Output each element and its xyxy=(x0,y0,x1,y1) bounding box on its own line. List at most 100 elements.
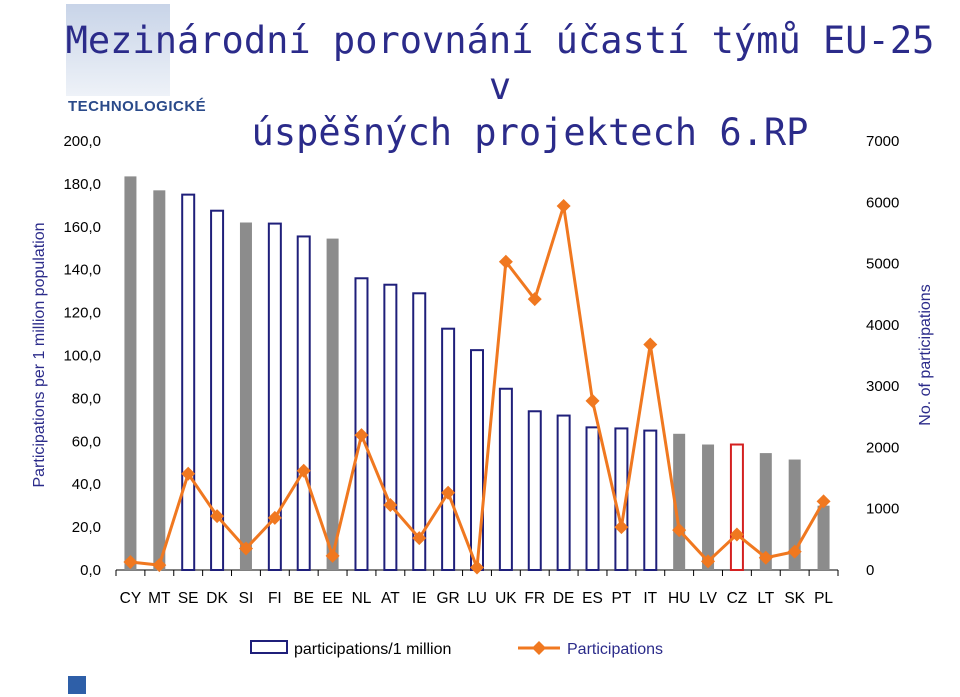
y2-axis-tick-label: 3000 xyxy=(866,378,899,395)
title-line-2: úspěšných projektech 6.RP xyxy=(251,111,809,154)
bar-se xyxy=(181,193,196,571)
y-axis-tick-label: 20,0 xyxy=(72,519,101,536)
y2-axis-tick-label: 7000 xyxy=(866,133,899,150)
marker-be xyxy=(296,463,311,478)
x-tick-label: IE xyxy=(412,590,427,607)
marker-ie xyxy=(412,531,427,546)
bar-dk xyxy=(210,209,225,571)
x-tick-label: DE xyxy=(553,590,575,607)
x-tick-label: LV xyxy=(699,590,717,607)
x-tick-label: LT xyxy=(757,590,774,607)
x-tick-label: DK xyxy=(206,590,228,607)
y2-axis-tick-label: 6000 xyxy=(866,194,899,211)
x-tick-label: SE xyxy=(178,590,199,607)
bar-lt xyxy=(759,453,772,570)
legend-label-line: Participations xyxy=(567,641,663,658)
y2-axis-tick-label: 4000 xyxy=(866,317,899,334)
marker-sk xyxy=(787,544,802,559)
x-tick-label: GR xyxy=(436,590,459,607)
bar-cz xyxy=(729,443,744,571)
x-tick-label: PL xyxy=(814,590,833,607)
x-tick-label: NL xyxy=(352,590,372,607)
bar-sk xyxy=(788,459,801,570)
y-axis-tick-label: 140,0 xyxy=(63,262,101,279)
y-axis-tick-label: 160,0 xyxy=(63,219,101,236)
y-axis-tick-label: 0,0 xyxy=(80,562,101,579)
bar-pl xyxy=(817,505,830,570)
marker-de xyxy=(556,198,571,213)
title-line-1: Mezinárodní porovnání účastí týmů EU-25 … xyxy=(65,19,935,108)
y-axis-tick-label: 100,0 xyxy=(63,348,101,365)
bar-ee xyxy=(326,238,339,570)
logo-text: TECHNOLOGICKÉ xyxy=(68,98,207,115)
bar-ie xyxy=(412,292,427,571)
marker-cy xyxy=(123,555,138,570)
bar-nl xyxy=(354,277,369,571)
y2-axis-tick-label: 2000 xyxy=(866,439,899,456)
legend-label-bars: participations/1 million xyxy=(294,641,451,658)
x-tick-label: IT xyxy=(643,590,657,607)
y-axis-tick-label: 40,0 xyxy=(72,476,101,493)
marker-hu xyxy=(672,523,687,538)
marker-gr xyxy=(441,485,456,500)
marker-cz xyxy=(729,527,744,542)
bar-de xyxy=(556,414,571,571)
marker-pt xyxy=(614,520,629,535)
marker-lu xyxy=(470,560,484,575)
bar-fi xyxy=(267,222,282,572)
y-axis-label: Participations per 1 million population xyxy=(31,222,48,487)
bar-uk xyxy=(498,387,513,571)
y-axis-tick-label: 120,0 xyxy=(63,305,101,322)
marker-uk xyxy=(498,254,513,269)
x-tick-label: PT xyxy=(611,590,631,607)
logo-background xyxy=(66,4,170,96)
bar-mt xyxy=(153,190,166,570)
marker-mt xyxy=(152,558,167,573)
bar-gr xyxy=(441,327,456,571)
corner-decoration xyxy=(68,676,86,694)
marker-fr xyxy=(527,292,542,307)
marker-es xyxy=(585,393,600,408)
x-tick-label: UK xyxy=(495,590,517,607)
x-tick-label: LU xyxy=(467,590,487,607)
x-tick-label: AT xyxy=(381,590,400,607)
marker-nl xyxy=(354,428,369,443)
marker-lt xyxy=(758,550,773,565)
x-tick-label: ES xyxy=(582,590,603,607)
x-tick-label: HU xyxy=(668,590,690,607)
marker-pl xyxy=(816,494,831,509)
x-tick-label: EE xyxy=(322,590,343,607)
bar-hu xyxy=(673,433,686,570)
y-axis-tick-label: 180,0 xyxy=(63,176,101,193)
bar-es xyxy=(585,426,600,572)
marker-se xyxy=(181,466,196,481)
y-axis-tick-label: 60,0 xyxy=(72,433,101,450)
marker-dk xyxy=(210,509,225,524)
x-tick-label: FR xyxy=(524,590,545,607)
x-tick-label: MT xyxy=(148,590,171,607)
marker-lv xyxy=(701,554,716,569)
marker-ee xyxy=(325,548,340,563)
y2-axis-tick-label: 0 xyxy=(866,562,874,579)
y-axis-tick-label: 200,0 xyxy=(63,133,101,150)
x-tick-label: SI xyxy=(239,590,254,607)
y2-axis-tick-label: 1000 xyxy=(866,501,899,518)
y2-axis-label: No. of participations xyxy=(917,284,934,425)
bar-be xyxy=(296,235,311,571)
x-tick-label: BE xyxy=(293,590,314,607)
slide-title: Mezinárodní porovnání účastí týmů EU-25 … xyxy=(60,18,940,156)
x-tick-label: SK xyxy=(784,590,805,607)
x-tick-label: CZ xyxy=(727,590,748,607)
x-tick-label: CY xyxy=(120,590,142,607)
bar-lv xyxy=(702,444,715,570)
bar-fr xyxy=(527,410,542,571)
legend-line-marker xyxy=(532,641,546,655)
y-axis-tick-label: 80,0 xyxy=(72,390,101,407)
x-tick-label: FI xyxy=(268,590,282,607)
bar-cy xyxy=(124,176,137,570)
marker-at xyxy=(383,498,398,513)
marker-it xyxy=(643,337,658,352)
y2-axis-tick-label: 5000 xyxy=(866,256,899,273)
bar-si xyxy=(239,222,252,570)
legend-bar-swatch xyxy=(250,640,288,654)
